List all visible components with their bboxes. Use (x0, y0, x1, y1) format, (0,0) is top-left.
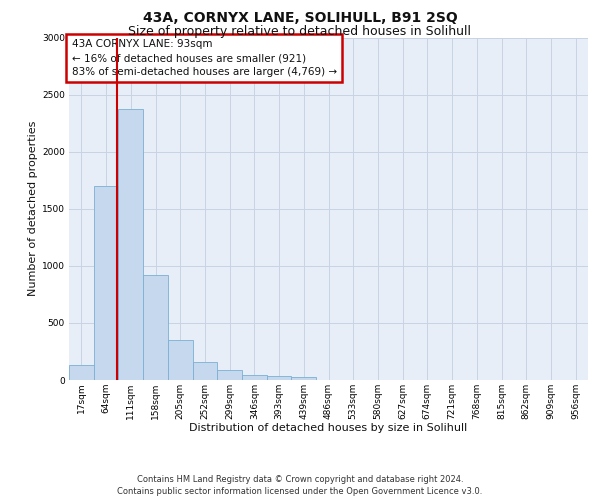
Text: 43A CORNYX LANE: 93sqm
← 16% of detached houses are smaller (921)
83% of semi-de: 43A CORNYX LANE: 93sqm ← 16% of detached… (71, 39, 337, 77)
Bar (193, 362, 217, 380)
Text: Contains HM Land Registry data © Crown copyright and database right 2024.
Contai: Contains HM Land Registry data © Crown c… (118, 474, 482, 496)
Bar (118, 110, 143, 380)
Bar (94, 186, 118, 380)
Bar (292, 377, 316, 380)
Bar (267, 376, 292, 380)
Bar (143, 275, 168, 380)
Text: Size of property relative to detached houses in Solihull: Size of property relative to detached ho… (128, 25, 472, 38)
Bar (242, 374, 267, 380)
Text: 43A, CORNYX LANE, SOLIHULL, B91 2SQ: 43A, CORNYX LANE, SOLIHULL, B91 2SQ (143, 12, 457, 26)
Bar (168, 340, 193, 380)
X-axis label: Distribution of detached houses by size in Solihull: Distribution of detached houses by size … (190, 424, 467, 434)
Y-axis label: Number of detached properties: Number of detached properties (28, 121, 38, 296)
Bar (69, 365, 94, 380)
Bar (217, 370, 242, 380)
